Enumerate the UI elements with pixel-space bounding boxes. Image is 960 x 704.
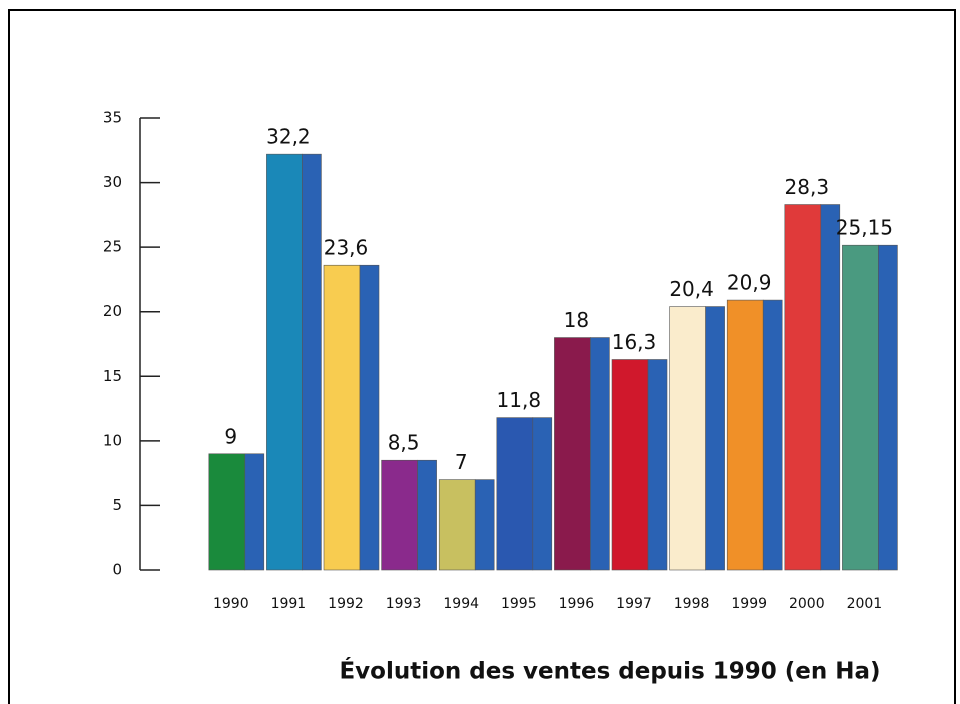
bar <box>611 359 668 571</box>
bar-front <box>842 244 879 571</box>
chart-title: Évolution des ventes depuis 1990 (en Ha) <box>339 657 880 685</box>
y-tick-label: 10 <box>103 431 122 449</box>
value-label: 28,3 <box>785 175 830 199</box>
x-tick-label: 1991 <box>271 596 307 612</box>
bar-front <box>496 417 534 571</box>
x-tick-label: 2000 <box>789 596 825 612</box>
bar-side <box>762 299 783 571</box>
x-tick-label: 1996 <box>559 596 595 612</box>
bar-side <box>244 453 265 571</box>
value-label: 23,6 <box>324 236 369 260</box>
bar <box>669 306 725 571</box>
y-tick-label: 25 <box>103 238 122 256</box>
bar <box>784 204 841 571</box>
bar-front <box>266 153 303 571</box>
bar-front <box>669 306 706 571</box>
x-tick-label: 1998 <box>674 596 710 612</box>
bar-front <box>611 359 649 571</box>
bar <box>266 153 322 571</box>
bar <box>554 337 610 571</box>
bar-side <box>647 359 668 571</box>
value-label: 32,2 <box>266 125 311 149</box>
bar-front <box>323 264 361 571</box>
x-tick-label: 1994 <box>443 596 479 612</box>
bar-side <box>878 244 898 571</box>
bar-front <box>784 204 822 571</box>
value-label: 11,8 <box>497 388 542 412</box>
x-tick-label: 1990 <box>213 596 249 612</box>
y-tick-label: 30 <box>103 173 122 191</box>
x-tick-label: 1993 <box>386 596 422 612</box>
bar <box>842 244 898 571</box>
value-label: 20,4 <box>669 277 714 301</box>
bar-side <box>705 306 725 571</box>
bar-front <box>381 459 418 571</box>
value-label: 7 <box>455 450 468 474</box>
bar <box>496 417 553 571</box>
value-label: 20,9 <box>727 271 772 295</box>
bar-side <box>302 153 322 571</box>
bar <box>381 459 437 571</box>
y-tick-label: 0 <box>112 561 122 579</box>
frame <box>8 9 956 704</box>
bar-side <box>474 479 495 571</box>
value-label: 25,15 <box>836 216 893 240</box>
bar-front <box>726 299 764 571</box>
value-label: 9 <box>224 424 237 448</box>
bar <box>208 453 265 571</box>
y-tick-label: 35 <box>103 109 122 127</box>
bar-front <box>208 453 246 571</box>
bar-side <box>820 204 841 571</box>
x-tick-label: 2001 <box>847 596 883 612</box>
bar <box>438 479 495 571</box>
bar-front <box>554 337 591 571</box>
bar-side <box>417 459 437 571</box>
value-label: 18 <box>564 308 589 332</box>
bar-side <box>359 264 380 571</box>
bar-side <box>590 337 610 571</box>
value-label: 8,5 <box>388 431 420 455</box>
x-tick-label: 1995 <box>501 596 537 612</box>
bar <box>726 299 783 571</box>
x-tick-label: 1992 <box>328 596 364 612</box>
y-tick-label: 15 <box>103 367 122 385</box>
x-tick-label: 1997 <box>616 596 652 612</box>
y-tick-label: 20 <box>103 302 122 320</box>
bar-front <box>438 479 476 571</box>
value-label: 16,3 <box>612 330 657 354</box>
bar-side <box>532 417 553 571</box>
x-tick-label: 1999 <box>731 596 767 612</box>
y-tick-label: 5 <box>112 496 122 514</box>
bar <box>323 264 380 571</box>
